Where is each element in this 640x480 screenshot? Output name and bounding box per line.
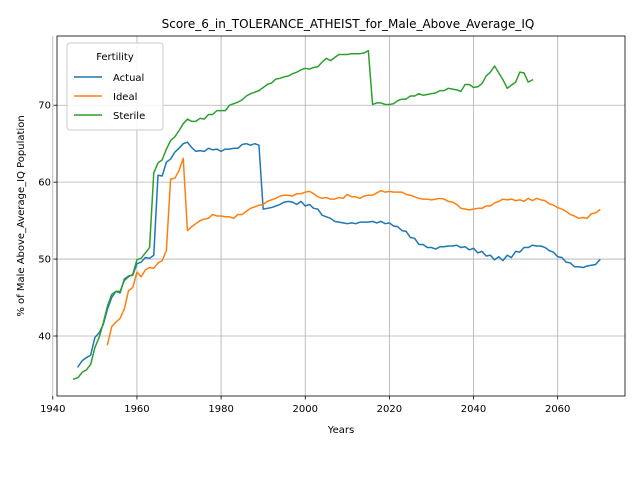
y-tick-label: 50 (38, 255, 51, 266)
x-axis: 1940 1960 1980 2000 2020 2040 2060 (40, 396, 570, 415)
y-tick-label: 40 (38, 332, 51, 343)
y-tick-label: 70 (38, 101, 51, 112)
legend-label-actual: Actual (113, 73, 144, 84)
x-tick-label: 2000 (293, 404, 318, 415)
x-axis-title: Years (327, 425, 354, 436)
x-tick-label: 2040 (461, 404, 486, 415)
chart-title: Score_6_in_TOLERANCE_ATHEIST_for_Male_Ab… (162, 17, 535, 31)
series-layer (72, 49, 601, 381)
legend-title: Fertility (96, 52, 134, 63)
y-axis-title: % of Male Above_Average_IQ Population (16, 115, 27, 316)
x-tick-label: 2020 (377, 404, 402, 415)
x-tick-label: 1940 (40, 404, 65, 415)
legend-label-ideal: Ideal (113, 92, 137, 103)
x-tick-label: 1960 (124, 404, 149, 415)
series-line-actual (76, 141, 601, 368)
series-line-sterile (72, 49, 534, 381)
x-tick-label: 1980 (208, 404, 233, 415)
legend-label-sterile: Sterile (113, 111, 145, 122)
legend: Fertility Actual Ideal Sterile (66, 42, 164, 131)
y-tick-label: 60 (38, 178, 51, 189)
y-axis: 40 50 60 70 (38, 101, 57, 343)
series-line-ideal (106, 157, 601, 346)
x-tick-label: 2060 (545, 404, 570, 415)
plot-frame (56, 35, 626, 397)
legend-box (66, 42, 164, 131)
